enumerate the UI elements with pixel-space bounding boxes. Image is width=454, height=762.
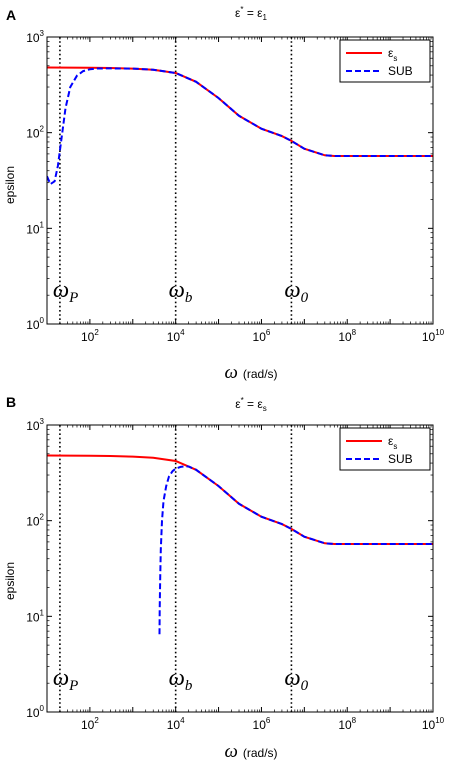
title-sub: 1 bbox=[263, 13, 268, 22]
y-tick-label: 103 bbox=[26, 417, 44, 433]
y-tick-label: 102 bbox=[26, 125, 44, 141]
y-axis-label: epsilon bbox=[3, 562, 17, 600]
omega-annotation: ωP bbox=[53, 665, 78, 694]
title-sub: s bbox=[263, 404, 267, 413]
x-axis-label: ω (rad/s) bbox=[224, 741, 277, 762]
x-tick-label: 104 bbox=[167, 716, 185, 732]
y-tick-label: 103 bbox=[26, 29, 44, 45]
panel-label: A bbox=[6, 7, 16, 23]
x-tick-label: 102 bbox=[81, 328, 99, 344]
x-tick-label: 106 bbox=[253, 328, 271, 344]
chart-title: ε* = ε1 bbox=[235, 5, 268, 22]
panel-label: B bbox=[6, 394, 16, 410]
x-axis-symbol: ω bbox=[224, 362, 237, 383]
legend-box bbox=[339, 39, 431, 83]
title-rest: = ε bbox=[244, 6, 264, 20]
title-sup: * bbox=[240, 5, 243, 14]
x-axis-symbol: ω bbox=[224, 741, 237, 762]
plot-background bbox=[47, 37, 433, 324]
omega-annotation: ω0 bbox=[284, 277, 308, 306]
x-tick-label: 1010 bbox=[422, 328, 445, 344]
panel-b: B ε* = εs 102 104 106 108 1010 100 101 102 103 ωP… bbox=[3, 394, 445, 762]
legend-label-eps-s: εs bbox=[388, 434, 397, 451]
x-tick-label: 1010 bbox=[422, 716, 445, 732]
title-main: ε bbox=[235, 6, 241, 20]
x-tick-label: 104 bbox=[167, 328, 185, 344]
x-axis-unit: (rad/s) bbox=[243, 367, 278, 381]
y-tick-label: 102 bbox=[26, 513, 44, 529]
panel-a: A ε* = ε1 102 104 106 108 1010 100 101 102 103 ωP… bbox=[3, 5, 445, 383]
x-tick-label: 108 bbox=[338, 328, 356, 344]
x-tick-label: 102 bbox=[81, 716, 99, 732]
plot-background bbox=[47, 425, 433, 712]
title-rest: = ε bbox=[244, 397, 264, 411]
x-tick-label: 108 bbox=[338, 716, 356, 732]
y-tick-label: 100 bbox=[26, 316, 44, 332]
y-tick-label: 101 bbox=[26, 608, 44, 624]
series-line-sub bbox=[158, 465, 433, 635]
legend-label-sub: SUB bbox=[388, 452, 413, 466]
legend-label-eps-s: εs bbox=[388, 46, 397, 63]
axes-frame bbox=[46, 36, 434, 325]
omega-annotation: ωb bbox=[169, 665, 193, 694]
x-axis-label: ω (rad/s) bbox=[224, 362, 277, 383]
y-tick-label: 100 bbox=[26, 704, 44, 720]
omega-annotation: ω0 bbox=[284, 665, 308, 694]
series-line-sub bbox=[47, 67, 433, 186]
axes-frame bbox=[46, 424, 434, 713]
legend-label-sub: SUB bbox=[388, 64, 413, 78]
omega-annotation: ωP bbox=[53, 277, 78, 306]
omega-annotation: ωb bbox=[169, 277, 193, 306]
y-tick-label: 101 bbox=[26, 220, 44, 236]
title-sup: * bbox=[241, 396, 244, 405]
title-main: ε bbox=[235, 397, 241, 411]
chart-title: ε* = εs bbox=[235, 396, 267, 413]
y-axis-label: epsilon bbox=[3, 166, 17, 204]
x-tick-label: 106 bbox=[253, 716, 271, 732]
legend-box bbox=[339, 427, 431, 471]
x-axis-unit: (rad/s) bbox=[243, 746, 278, 760]
